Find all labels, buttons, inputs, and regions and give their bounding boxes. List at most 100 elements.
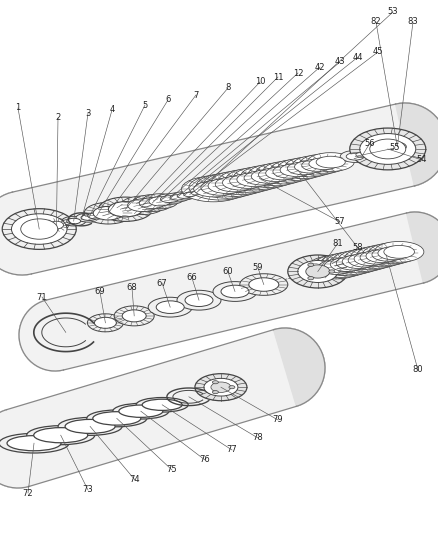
Ellipse shape [34,427,88,443]
Ellipse shape [88,314,124,332]
Ellipse shape [184,192,196,197]
Ellipse shape [240,165,297,188]
Polygon shape [406,212,438,283]
Ellipse shape [316,156,345,168]
Polygon shape [273,328,325,406]
Ellipse shape [165,193,189,202]
Ellipse shape [230,174,266,188]
Ellipse shape [219,169,277,193]
Ellipse shape [76,213,102,222]
Text: 54: 54 [417,156,427,165]
Ellipse shape [7,435,61,451]
Ellipse shape [368,243,418,264]
Ellipse shape [148,297,192,317]
Text: 66: 66 [187,273,198,282]
Ellipse shape [374,241,424,262]
Ellipse shape [114,306,154,326]
Ellipse shape [65,419,115,433]
Text: 73: 73 [83,486,93,495]
Ellipse shape [360,134,416,164]
Ellipse shape [173,192,194,200]
Ellipse shape [142,194,178,209]
Ellipse shape [120,196,165,214]
Ellipse shape [356,152,370,157]
Ellipse shape [314,254,369,277]
Text: 82: 82 [371,18,381,27]
Ellipse shape [0,433,69,453]
Ellipse shape [170,195,184,200]
Text: 6: 6 [165,95,171,104]
Ellipse shape [350,128,426,170]
Ellipse shape [149,197,171,206]
Ellipse shape [280,164,312,176]
Ellipse shape [356,245,407,266]
Ellipse shape [389,142,406,151]
Ellipse shape [109,201,142,217]
Ellipse shape [189,175,252,200]
Ellipse shape [360,251,392,264]
Ellipse shape [336,256,370,270]
Polygon shape [273,328,325,406]
Ellipse shape [177,290,221,310]
Text: 56: 56 [365,139,375,148]
Ellipse shape [352,150,374,159]
Text: 80: 80 [413,366,423,375]
Text: 3: 3 [85,109,91,117]
Ellipse shape [11,214,67,244]
Ellipse shape [308,255,364,279]
Text: 71: 71 [37,293,47,302]
Ellipse shape [195,374,247,401]
Ellipse shape [177,193,190,198]
Ellipse shape [306,265,330,278]
Ellipse shape [62,220,74,225]
Ellipse shape [326,252,380,274]
Ellipse shape [122,310,146,322]
Ellipse shape [185,294,213,306]
Ellipse shape [348,253,381,267]
Ellipse shape [330,257,364,271]
Polygon shape [46,213,424,370]
Text: 44: 44 [353,52,363,61]
Text: 1: 1 [15,103,21,112]
Ellipse shape [308,277,314,280]
Text: 12: 12 [293,69,303,77]
Ellipse shape [237,172,273,187]
Ellipse shape [221,285,249,298]
Ellipse shape [83,211,111,221]
Ellipse shape [27,426,95,445]
Ellipse shape [84,203,132,224]
Ellipse shape [287,162,319,175]
Ellipse shape [45,219,68,232]
Text: 5: 5 [142,101,148,109]
Polygon shape [19,300,64,371]
Text: 58: 58 [353,244,363,253]
Ellipse shape [249,278,279,292]
Ellipse shape [278,158,328,179]
Ellipse shape [211,382,231,392]
Ellipse shape [309,158,339,169]
Ellipse shape [119,405,163,417]
Ellipse shape [156,301,184,313]
Ellipse shape [354,252,387,265]
Ellipse shape [188,190,204,196]
Text: 42: 42 [315,62,325,71]
Ellipse shape [244,171,279,185]
Text: 68: 68 [127,284,138,293]
Polygon shape [19,300,64,371]
Ellipse shape [320,253,375,276]
Ellipse shape [233,166,290,189]
Polygon shape [396,103,438,186]
Ellipse shape [294,160,325,173]
Ellipse shape [273,165,306,178]
Ellipse shape [308,263,314,266]
Polygon shape [0,192,32,275]
Text: 72: 72 [23,489,33,497]
Text: 59: 59 [253,263,263,272]
Ellipse shape [113,403,169,419]
Ellipse shape [212,391,219,394]
Text: 2: 2 [55,114,60,123]
Polygon shape [406,212,438,283]
Text: 45: 45 [373,47,383,56]
Ellipse shape [196,173,258,198]
Text: 67: 67 [157,279,167,287]
